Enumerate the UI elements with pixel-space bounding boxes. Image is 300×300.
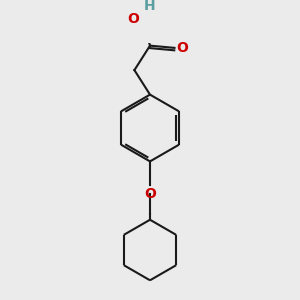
Text: O: O	[144, 187, 156, 201]
Text: O: O	[127, 12, 139, 26]
Text: O: O	[176, 41, 188, 55]
Text: H: H	[144, 0, 156, 14]
